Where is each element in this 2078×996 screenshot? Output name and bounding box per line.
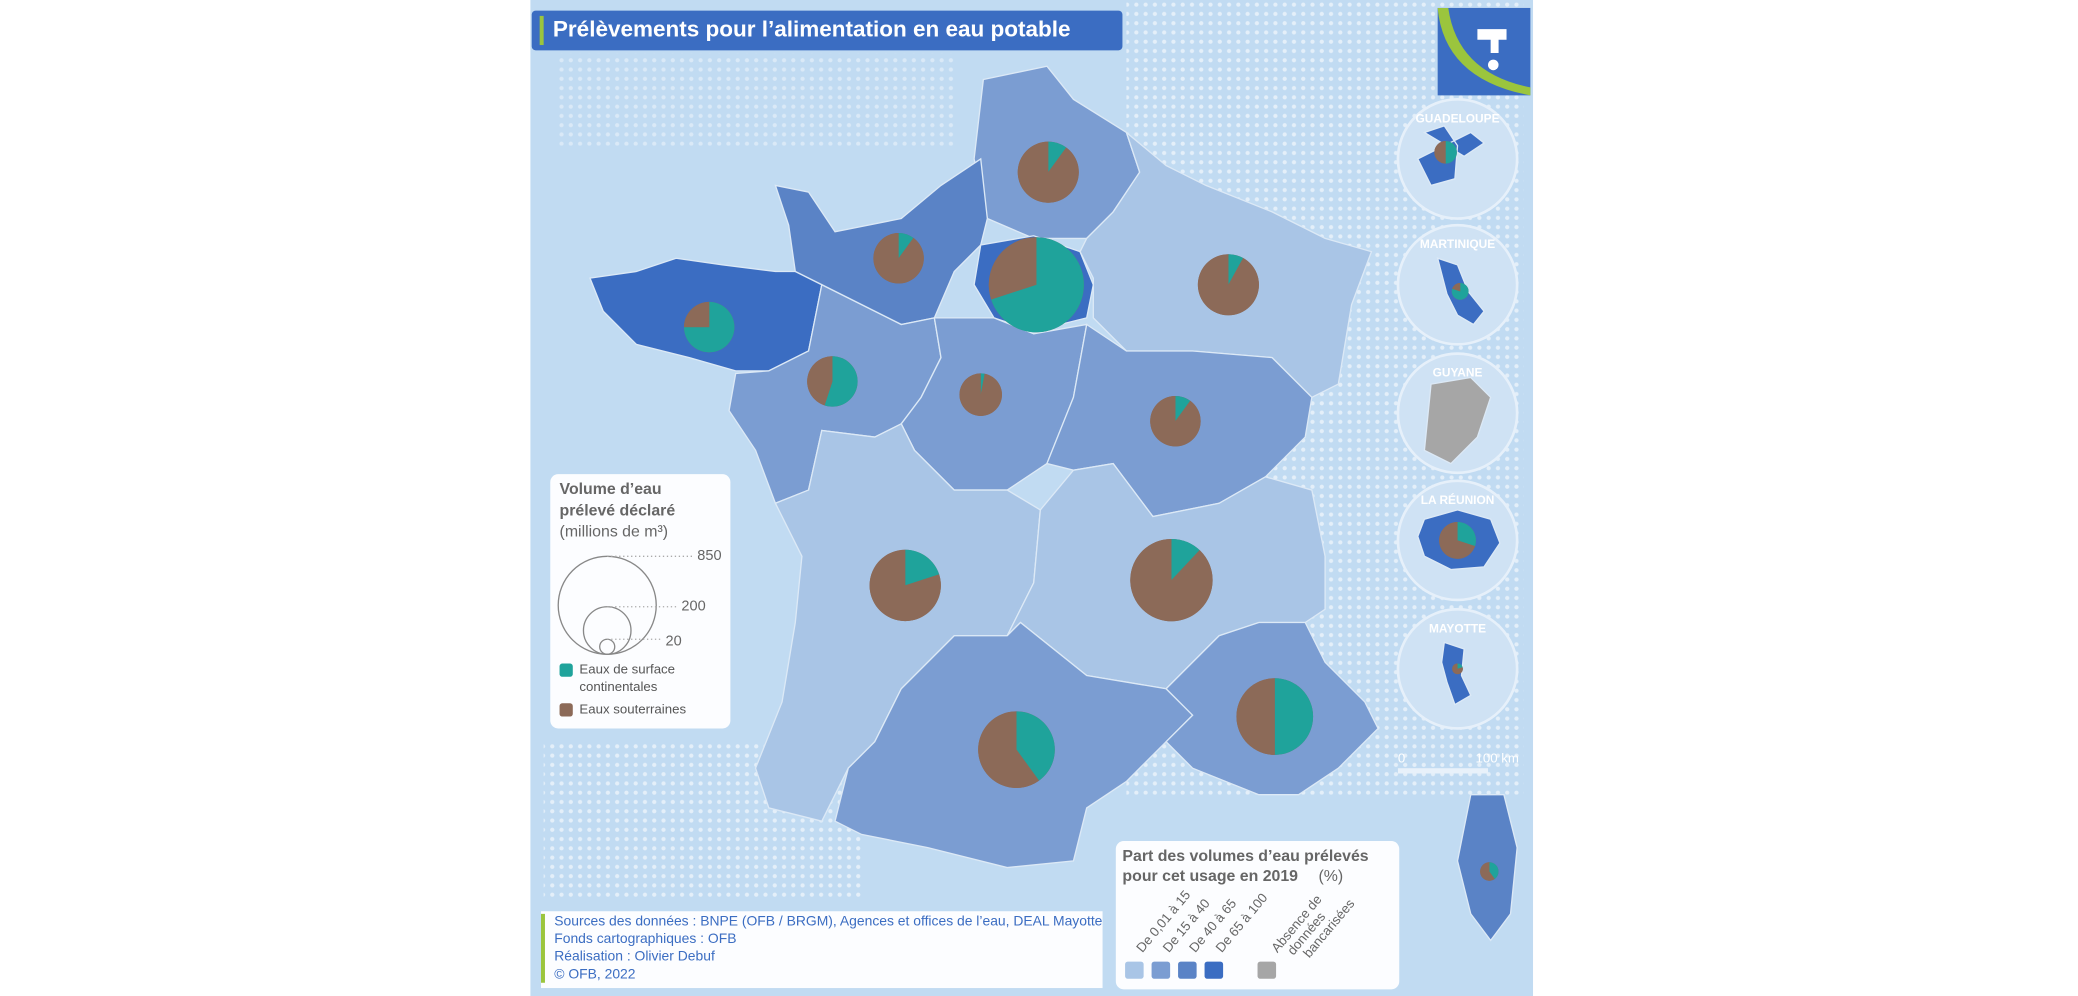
inset-label: GUYANE	[1433, 366, 1483, 380]
legend-swatch	[559, 703, 573, 717]
legend-unit: (%)	[1318, 868, 1343, 885]
pie-slice-surface	[824, 356, 858, 407]
class-legend-box	[1115, 841, 1400, 990]
pie-slice-surface	[1274, 678, 1314, 755]
pie-slice-ground	[959, 373, 1002, 416]
size-label: 850	[697, 548, 721, 564]
land-texture	[556, 52, 955, 146]
pie-slice-ground	[1452, 663, 1463, 675]
icon-arc	[1437, 7, 1531, 96]
legend-title: prélevé déclaré	[560, 502, 676, 519]
pie-slice-surface	[1175, 395, 1191, 422]
scale-label: 0	[1398, 750, 1405, 765]
pie-slice-ground	[807, 356, 833, 406]
class-swatch	[1257, 961, 1277, 979]
legend-unit: (millions de m³)	[560, 524, 669, 541]
pie-slice-surface	[991, 237, 1084, 333]
pie-slice-surface	[1451, 282, 1469, 300]
legend-swatch	[559, 663, 573, 677]
source-line: Fonds cartographiques : OFB	[554, 930, 736, 946]
tap	[1477, 29, 1507, 53]
pie-slice-surface	[1457, 663, 1463, 669]
pie-slice-surface	[905, 549, 940, 586]
scale-bar	[1397, 768, 1488, 774]
size-legend: 850 200 20	[557, 548, 722, 655]
pie-slice-ground	[683, 301, 710, 328]
pie-slice-surface	[1016, 711, 1055, 781]
legend-label: continentales	[579, 679, 657, 694]
pie-slice-surface	[1048, 141, 1067, 173]
title: Prélèvements pour l’alimentation en eau …	[553, 16, 1071, 41]
pie-slice-ground	[869, 549, 941, 622]
legend-title: pour cet usage en 2019	[1122, 868, 1298, 885]
pie-slice-surface	[1228, 254, 1244, 285]
pies	[683, 141, 1499, 881]
pie-slice-ground	[1197, 254, 1259, 316]
region	[1423, 376, 1492, 465]
pie-slice-surface	[1489, 862, 1499, 879]
pie-slice-ground	[1480, 862, 1495, 881]
source-line: © OFB, 2022	[554, 965, 636, 981]
pie-slice-ground	[978, 711, 1040, 788]
pie-slice-surface	[1457, 521, 1476, 547]
inset-label: MARTINIQUE	[1420, 237, 1495, 251]
legend-title: Part des volumes d’eau prélevés	[1122, 848, 1368, 865]
class-swatch	[1151, 961, 1171, 979]
pie-slice-ground	[1439, 521, 1476, 559]
title-accent	[539, 15, 544, 46]
pie-slice-ground	[1434, 141, 1446, 164]
class-swatch	[1204, 961, 1224, 979]
class-swatch	[1178, 961, 1197, 979]
class-swatch	[1125, 961, 1144, 979]
inset-label: MAYOTTE	[1429, 621, 1486, 635]
pie-slice-ground	[1017, 141, 1079, 203]
pie-slice-surface	[980, 373, 985, 395]
pie-slice-surface	[683, 301, 735, 353]
inset-circle	[1396, 98, 1519, 220]
pie-slice-ground	[1236, 678, 1275, 755]
drop	[1487, 59, 1499, 71]
pie-slice-surface	[1445, 141, 1457, 164]
size-legend-box	[550, 474, 731, 729]
pie-slice-ground	[1130, 538, 1213, 622]
source-line: Réalisation : Olivier Debuf	[554, 948, 715, 964]
pie-slice-surface	[1171, 538, 1200, 581]
inset-label: GUADELOUPE	[1416, 111, 1500, 125]
size-label: 200	[681, 599, 705, 615]
source-line: Sources des données : BNPE (OFB / BRGM),…	[554, 913, 1102, 929]
sources: Sources des données : BNPE (OFB / BRGM),…	[554, 913, 1102, 982]
pie-legend: Eaux de surface continentales Eaux souterr…	[559, 662, 686, 717]
size-label: 20	[665, 634, 681, 650]
pie-slice-ground	[1452, 282, 1461, 292]
icon	[1437, 7, 1531, 96]
pie-slice-ground	[873, 233, 924, 284]
legend-title: Volume d’eau	[560, 481, 662, 498]
inset-label: LA RÉUNION	[1421, 492, 1495, 507]
legend-label: Eaux souterraines	[579, 701, 686, 716]
scale-label: 100 km	[1476, 750, 1519, 765]
pie-slice-ground	[988, 237, 1037, 300]
title-banner	[531, 10, 1123, 51]
pie-slice-ground	[1150, 395, 1201, 447]
sources-box	[541, 911, 1103, 989]
sources-accent	[541, 913, 545, 983]
legend-label: Eaux de surface	[579, 662, 675, 677]
pie-slice-surface	[898, 233, 914, 259]
